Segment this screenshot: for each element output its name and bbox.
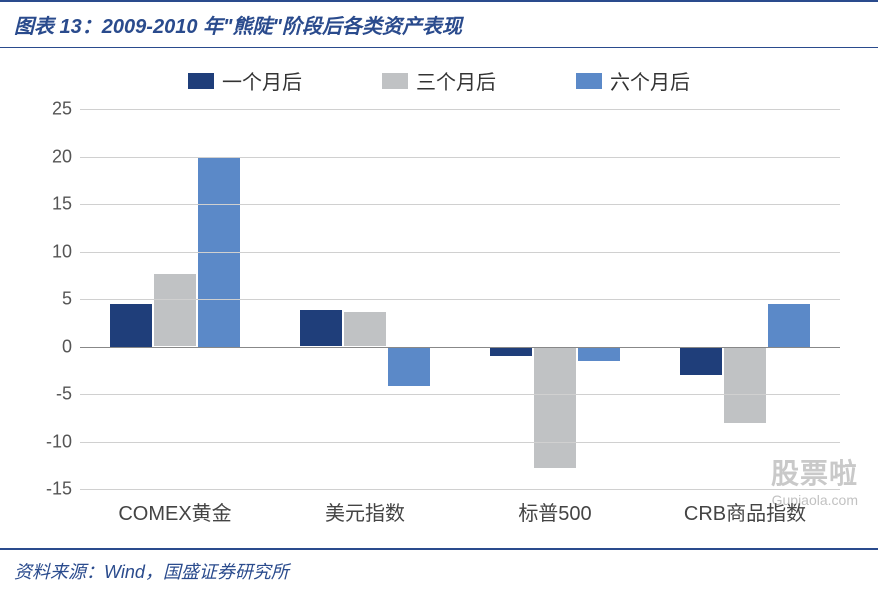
y-tick-label: 10 bbox=[52, 241, 72, 262]
bar bbox=[724, 347, 766, 423]
source-text: 资料来源：Wind，国盛证券研究所 bbox=[14, 562, 289, 582]
legend-item: 一个月后 bbox=[188, 66, 302, 95]
y-tick-label: -15 bbox=[46, 479, 72, 500]
gridline bbox=[80, 204, 840, 205]
legend-swatch bbox=[188, 73, 214, 89]
y-tick-label: 15 bbox=[52, 194, 72, 215]
gridline bbox=[80, 109, 840, 110]
watermark-sub: Gupiaola.com bbox=[771, 492, 858, 508]
plot-region: -15-10-50510152025 bbox=[80, 109, 840, 489]
legend-item: 三个月后 bbox=[382, 66, 496, 95]
gridline bbox=[80, 157, 840, 158]
chart-area: 一个月后三个月后六个月后 -15-10-50510152025 COMEX黄金美… bbox=[0, 48, 878, 548]
chart-footer: 资料来源：Wind，国盛证券研究所 bbox=[0, 548, 878, 592]
gridline bbox=[80, 252, 840, 253]
legend-label: 三个月后 bbox=[416, 66, 496, 95]
x-tick-label: 标普500 bbox=[518, 497, 591, 526]
bar bbox=[534, 347, 576, 469]
x-tick-label: COMEX黄金 bbox=[118, 497, 231, 526]
bar bbox=[154, 274, 196, 346]
y-tick-label: 20 bbox=[52, 146, 72, 167]
legend: 一个月后 三个月后 六个月后 bbox=[30, 66, 848, 95]
y-tick-label: -10 bbox=[46, 431, 72, 452]
legend-label: 六个月后 bbox=[610, 66, 690, 95]
gridline bbox=[80, 394, 840, 395]
bar bbox=[680, 347, 722, 376]
bar bbox=[388, 347, 430, 387]
gridline bbox=[80, 299, 840, 300]
bar bbox=[578, 347, 620, 361]
bar bbox=[110, 304, 152, 347]
y-axis: -15-10-50510152025 bbox=[30, 109, 80, 489]
x-axis: COMEX黄金美元指数标普500CRB商品指数 bbox=[80, 489, 840, 529]
watermark: 股票啦 Gupiaola.com bbox=[771, 452, 858, 508]
chart-header: 图表 13：2009-2010 年"熊陡"阶段后各类资产表现 bbox=[0, 0, 878, 48]
bar bbox=[768, 304, 810, 347]
y-tick-label: 25 bbox=[52, 99, 72, 120]
legend-swatch bbox=[382, 73, 408, 89]
y-tick-label: 5 bbox=[62, 289, 72, 310]
legend-swatch bbox=[576, 73, 602, 89]
x-tick-label: 美元指数 bbox=[325, 497, 405, 526]
gridline bbox=[80, 442, 840, 443]
bar bbox=[300, 310, 342, 346]
y-tick-label: 0 bbox=[62, 336, 72, 357]
gridline bbox=[80, 347, 840, 348]
bar bbox=[490, 347, 532, 357]
legend-item: 六个月后 bbox=[576, 66, 690, 95]
watermark-main: 股票啦 bbox=[771, 452, 858, 492]
legend-label: 一个月后 bbox=[222, 66, 302, 95]
bar bbox=[344, 312, 386, 346]
chart-title: 图表 13：2009-2010 年"熊陡"阶段后各类资产表现 bbox=[14, 10, 864, 39]
y-tick-label: -5 bbox=[56, 384, 72, 405]
